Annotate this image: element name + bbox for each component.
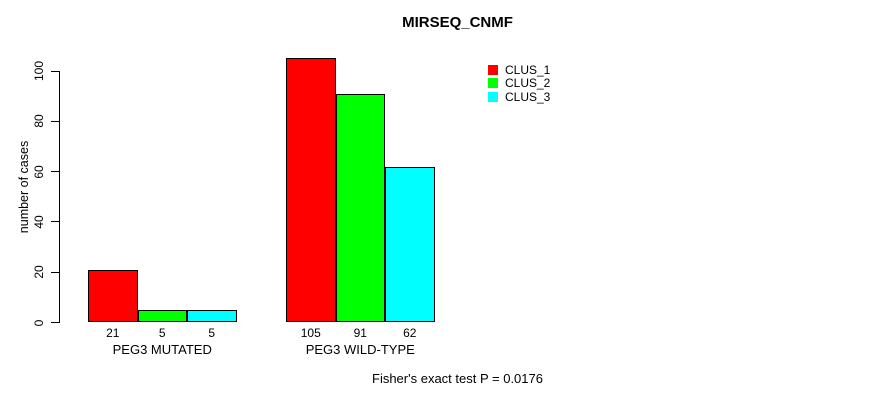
y-axis-tick-label: 40	[32, 215, 46, 229]
bar-clus-1-peg3-wild-type	[286, 58, 336, 323]
y-axis-tick	[51, 221, 60, 223]
legend-swatch-clus-1	[488, 65, 498, 75]
bar-value-label: 62	[403, 326, 417, 340]
bar-value-label: 5	[208, 326, 216, 340]
bar-value-label: 21	[106, 326, 120, 340]
x-category-label: PEG3 MUTATED	[112, 342, 212, 357]
x-category-label: PEG3 WILD-TYPE	[305, 342, 415, 357]
y-axis-tick-label: 80	[32, 114, 46, 128]
y-axis-tick	[51, 70, 60, 72]
y-axis-tick-label: 0	[32, 319, 46, 326]
y-axis-tick-label: 60	[32, 164, 46, 179]
legend-label: CLUS_3	[505, 89, 551, 104]
legend-label: CLUS_1	[505, 63, 551, 77]
bar-clus-2-peg3-wild-type	[335, 93, 385, 323]
y-axis-tick	[51, 322, 60, 323]
bar-value-label: 91	[353, 326, 367, 340]
bar-clus-2-peg3-mutated	[137, 309, 187, 323]
y-axis-tick-label: 100	[32, 60, 46, 82]
bar-clus-1-peg3-mutated	[88, 269, 138, 323]
y-axis-title: number of cases	[17, 140, 31, 234]
y-axis-tick	[51, 120, 60, 122]
y-axis-tick	[51, 171, 60, 173]
y-axis-tick-label: 20	[32, 265, 46, 279]
y-axis-tick	[51, 271, 60, 273]
y-axis-line	[59, 71, 60, 323]
fisher-test-annotation: Fisher's exact test P = 0.0176	[372, 371, 543, 386]
bar-value-label: 5	[158, 326, 166, 340]
chart-title: MIRSEQ_CNMF	[402, 14, 513, 31]
legend-label: CLUS_2	[505, 76, 551, 91]
legend-swatch-clus-2	[488, 78, 498, 89]
bar-value-label: 105	[300, 326, 321, 340]
legend-swatch-clus-3	[488, 91, 498, 102]
bar-clus-3-peg3-mutated	[187, 309, 237, 323]
bar-clus-3-peg3-wild-type	[385, 166, 435, 323]
